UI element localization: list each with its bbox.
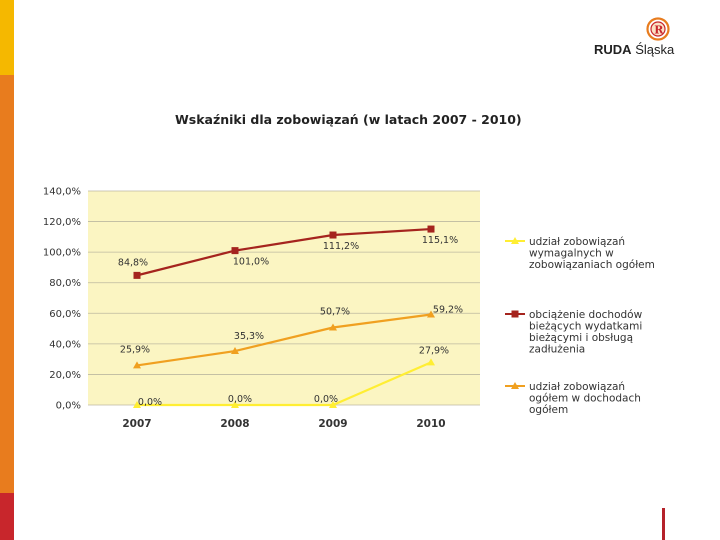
series-line	[136, 313, 432, 367]
x-tick-label: 2007	[122, 418, 151, 430]
y-tick-label: 140,0%	[43, 187, 81, 198]
sidebar-segment-orange	[0, 75, 14, 493]
sidebar-stripe	[0, 0, 14, 540]
accent-rule	[662, 508, 665, 540]
legend-entry-text: bieżącymi i obsługą	[529, 332, 633, 344]
y-tick-label: 60,0%	[49, 309, 81, 320]
data-point	[133, 361, 141, 369]
data-label: 0,0%	[314, 394, 338, 405]
data-point	[231, 247, 239, 255]
data-point	[133, 401, 141, 408]
legend-entry-text: zobowiązaniach ogółem	[529, 259, 655, 271]
legend-entry-text: wymagalnych w	[529, 248, 614, 260]
chart-title: Wskaźniki dla zobowiązań (w latach 2007 …	[175, 112, 522, 127]
x-tick-label: 2008	[220, 418, 249, 430]
sidebar-segment-red	[0, 493, 14, 540]
data-point	[231, 401, 239, 408]
legend-entry-text: udział zobowiązań	[529, 381, 625, 393]
ruda-logo-icon: R	[646, 17, 670, 41]
x-axis-ticks: 2007 2008 2009 2010	[122, 418, 445, 430]
legend-marker	[511, 237, 519, 244]
legend-entry-text: ogółem w dochodach	[529, 393, 641, 405]
y-axis-ticks: 0,0% 20,0% 40,0% 60,0% 80,0% 100,0% 120,0% 140,…	[43, 187, 81, 412]
data-label: 115,1%	[422, 235, 458, 246]
legend-entry-text: ogółem	[529, 404, 568, 416]
y-tick-label: 80,0%	[49, 278, 81, 289]
svg-text:R: R	[654, 24, 664, 37]
plot-area	[88, 191, 480, 405]
legend-entry-text: zadłużenia	[529, 344, 585, 356]
data-label: 59,2%	[433, 305, 463, 316]
sidebar-segment-yellow	[0, 0, 14, 75]
data-label: 0,0%	[228, 394, 252, 405]
y-tick-label: 40,0%	[49, 339, 81, 350]
y-tick-label: 120,0%	[43, 217, 81, 228]
legend-marker	[511, 310, 519, 318]
data-label: 111,2%	[323, 241, 359, 252]
data-point	[329, 401, 337, 408]
brand-name: RUDA Śląska	[594, 42, 675, 57]
data-label: 101,0%	[233, 257, 269, 268]
data-point	[329, 323, 337, 331]
data-point	[231, 347, 239, 355]
data-point	[427, 225, 435, 233]
data-label: 25,9%	[120, 344, 150, 355]
data-labels: 0,0% 0,0% 0,0% 27,9% 84,8% 101,0% 111,2% 115,1%…	[118, 235, 463, 408]
series-group	[133, 225, 435, 408]
data-point	[329, 231, 337, 239]
data-label: 50,7%	[320, 307, 350, 318]
series-line	[137, 361, 432, 407]
y-tick-label: 100,0%	[43, 248, 81, 259]
legend-entry-text: udział zobowiązań	[529, 236, 625, 248]
y-tick-label: 20,0%	[49, 370, 81, 381]
legend-entry-text: obciążenie dochodów	[529, 309, 643, 321]
data-label: 84,8%	[118, 257, 148, 268]
data-label: 35,3%	[234, 331, 264, 342]
data-point	[427, 358, 435, 366]
data-label: 27,9%	[419, 345, 449, 356]
data-point	[427, 310, 435, 318]
series-line	[136, 227, 432, 277]
data-label: 0,0%	[138, 397, 162, 408]
legend-entry-text: bieżących wydatkami	[529, 321, 642, 333]
y-tick-label: 0,0%	[56, 401, 81, 412]
data-point	[133, 271, 141, 279]
legend-marker	[511, 382, 519, 389]
x-tick-label: 2009	[318, 418, 347, 430]
x-tick-label: 2010	[416, 418, 445, 430]
